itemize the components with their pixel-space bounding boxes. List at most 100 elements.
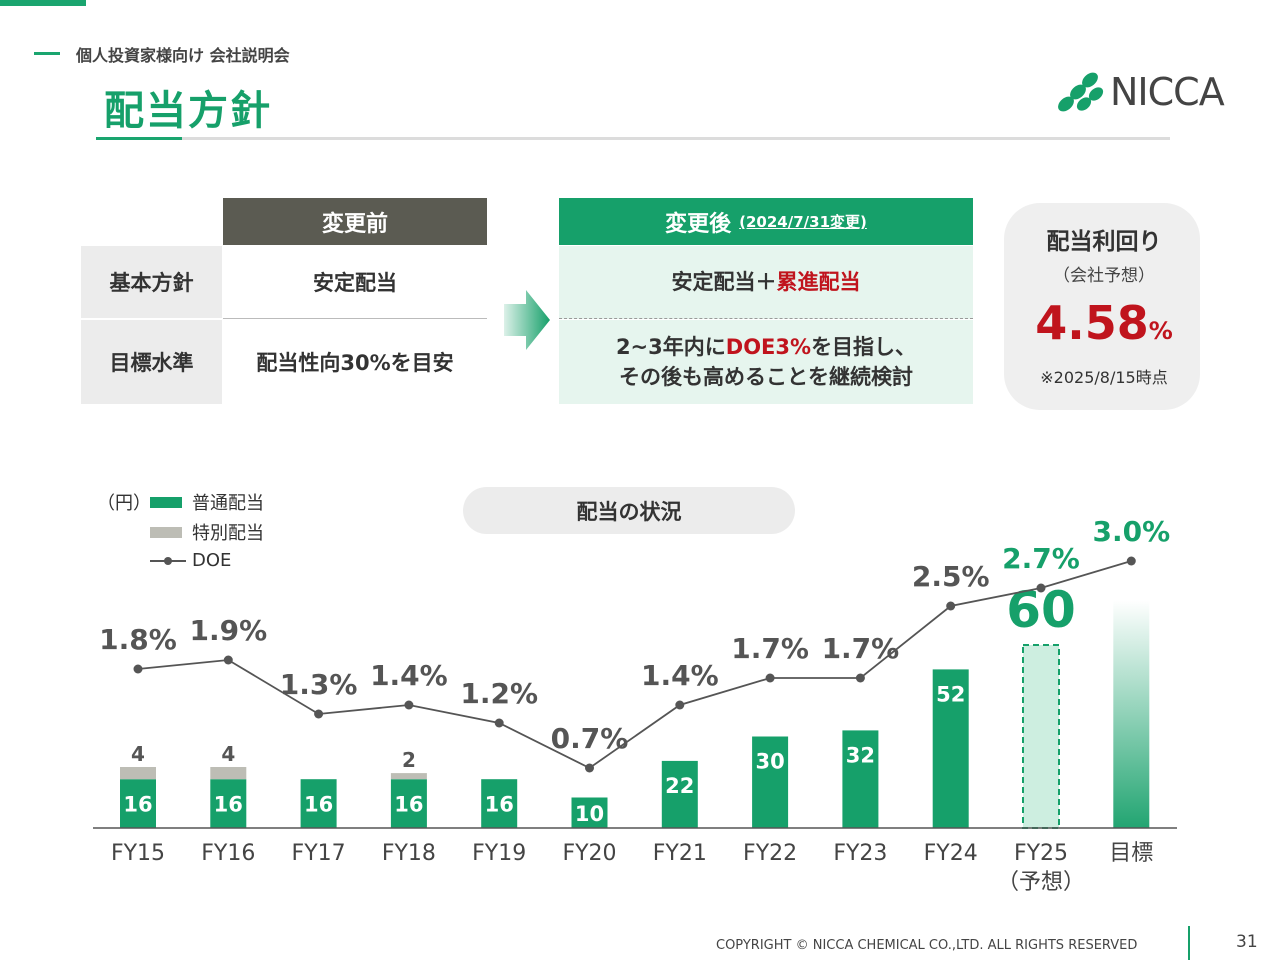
bar-regular (661, 760, 698, 828)
doe-point (765, 673, 775, 683)
bar-value-label: 16 (214, 793, 243, 817)
bar-value-label: 16 (123, 793, 152, 817)
before-basic-policy: 安定配当 (223, 246, 487, 319)
x-tick-label: FY15 (111, 841, 165, 866)
doe-point (314, 709, 324, 719)
before-target-level: 配当性向30%を目安 (256, 351, 454, 375)
title-rule (180, 137, 1170, 140)
x-tick-label: FY21 (653, 841, 707, 866)
yield-subtitle: （会社予想） (1053, 266, 1155, 286)
after-header: 変更後 (2024/7/31変更) (559, 198, 973, 245)
target-bar (1113, 600, 1150, 828)
doe-label: 1.8% (99, 623, 177, 656)
doe-label: 1.4% (641, 659, 719, 692)
chart-unit-label: （円） (97, 493, 151, 514)
footer-divider (1188, 926, 1190, 960)
bar-value-label: 52 (936, 682, 965, 706)
bar-regular (390, 779, 427, 828)
doe-label: 2.5% (912, 560, 990, 593)
bar-forecast (1022, 644, 1060, 829)
doe-point (946, 601, 956, 611)
doe-point (585, 763, 594, 773)
x-tick-label: FY18 (382, 841, 436, 866)
bar-value-label: 16 (485, 793, 514, 817)
dividend-yield-box (1004, 203, 1200, 410)
page-subtitle: 個人投資家様向け 会社説明会 (76, 46, 290, 65)
x-tick-label: FY23 (833, 841, 887, 866)
bar-special (120, 767, 156, 780)
before-header: 変更前 (223, 198, 487, 245)
title-rule-accent (96, 137, 182, 140)
doe-label: 2.7% (1002, 542, 1080, 575)
bar-value-label: 32 (846, 743, 875, 767)
bar-special (210, 767, 247, 780)
legend-special: 特別配当 (150, 519, 264, 545)
doe-label: 1.7% (731, 632, 809, 665)
logo-wordmark: NICCA (1110, 70, 1225, 114)
doe-point (855, 673, 865, 683)
x-tick-label: FY24 (924, 841, 978, 866)
doe-point (1126, 556, 1136, 566)
copyright-text: COPYRIGHT © NICCA CHEMICAL CO.,LTD. ALL … (716, 938, 1138, 953)
x-tick-label: FY25 (1014, 841, 1068, 866)
page-number: 31 (1236, 932, 1258, 952)
leaf-logo-icon (1058, 72, 1104, 112)
yield-title: 配当利回り (1046, 229, 1162, 255)
bar-value-label: 22 (665, 774, 694, 798)
doe-point (223, 655, 233, 665)
x-tick-sublabel: （予想） (997, 870, 1085, 895)
bar-regular (300, 779, 337, 828)
doe-line (137, 560, 1132, 770)
doe-point (675, 700, 685, 710)
legend-regular: 普通配当 (150, 489, 264, 515)
x-tick-label: FY17 (292, 841, 346, 866)
x-tick-label: FY16 (201, 841, 255, 866)
doe-point (494, 718, 504, 728)
legend-swatch-regular (150, 496, 182, 508)
after-basic-policy: 安定配当＋ 累進配当 (559, 246, 973, 319)
doe-label: 3.0% (1092, 515, 1170, 548)
bar-regular (210, 779, 247, 828)
doe-label: 1.4% (370, 659, 448, 692)
bar-regular (571, 797, 608, 828)
yield-note: ※2025/8/15時点 (1040, 368, 1168, 387)
bar-value-label: 10 (575, 802, 604, 826)
doe-label: 0.7% (551, 722, 629, 755)
doe-label: 1.9% (189, 614, 267, 647)
x-tick-label: 目標 (1109, 841, 1153, 866)
bar-regular (932, 669, 969, 828)
x-tick-label: FY20 (562, 841, 616, 866)
x-tick-label: FY19 (472, 841, 526, 866)
bar-regular (481, 779, 518, 828)
subtitle-dash (34, 52, 60, 55)
yield-value: 4.58% (1035, 296, 1173, 350)
doe-point (404, 700, 414, 710)
bar-value-label: 16 (304, 793, 333, 817)
top-accent-bar (0, 0, 86, 6)
doe-label: 1.3% (280, 668, 358, 701)
after-target-level: 2~3年内にDOE3%を目指し、 その後も高めることを継続検討 (559, 320, 973, 404)
doe-label: 1.7% (822, 632, 900, 665)
doe-point (1036, 583, 1046, 593)
page-title: 配当方針 (104, 88, 272, 134)
chart-title: 配当の状況 (463, 487, 795, 534)
doe-label: 1.2% (460, 677, 538, 710)
row-label-target-level: 目標水準 (81, 320, 222, 404)
legend-doe: DOE (150, 550, 231, 571)
x-tick-label: FY22 (743, 841, 797, 866)
special-value-label: 4 (131, 742, 145, 766)
row-label-basic-policy: 基本方針 (81, 246, 222, 318)
bar-regular (752, 736, 789, 828)
legend-line-doe-icon (150, 556, 186, 565)
after-header-date: (2024/7/31変更) (739, 213, 867, 231)
bar-regular (120, 779, 156, 828)
company-logo: NICCA (1054, 68, 1234, 118)
bar-regular (842, 730, 879, 828)
legend-swatch-special (150, 526, 182, 538)
bar-special (390, 773, 427, 780)
bar-value-label: 30 (755, 750, 784, 774)
special-value-label: 2 (402, 748, 416, 772)
doe-point (133, 664, 143, 674)
arrow-right-icon (504, 290, 550, 350)
